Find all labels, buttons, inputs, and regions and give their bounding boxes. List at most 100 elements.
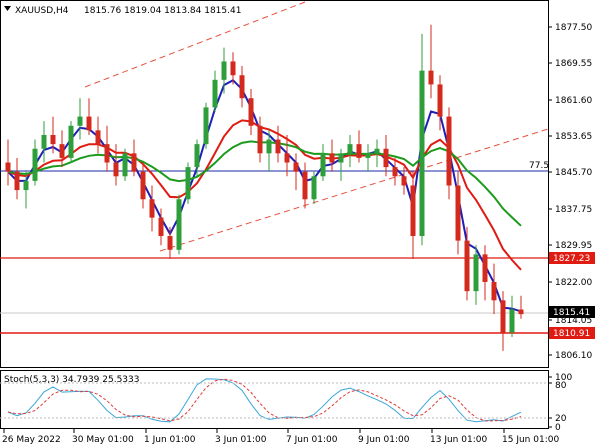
candle xyxy=(23,171,29,209)
stoch-tick: 100 xyxy=(555,373,572,383)
candle xyxy=(104,125,110,172)
price-tick: 1806.10 xyxy=(548,351,592,361)
price-tick: 1837.75 xyxy=(548,205,592,215)
ma-mid-line xyxy=(7,119,522,271)
candle xyxy=(491,263,497,315)
candle xyxy=(221,47,227,94)
stoch-tick: 20 xyxy=(555,414,567,424)
symbol-label: XAUUSD,H4 xyxy=(15,6,69,16)
svg-text:1806.10: 1806.10 xyxy=(555,351,592,361)
candle xyxy=(86,98,92,135)
stoch-tick: 80 xyxy=(555,381,567,391)
candle xyxy=(374,139,380,168)
ohlc-values: 1815.76 1819.04 1813.84 1815.41 xyxy=(84,6,241,16)
candle xyxy=(311,171,317,204)
time-label: 1 Jun 01:00 xyxy=(144,435,196,445)
candle xyxy=(140,162,146,209)
svg-text:1822.00: 1822.00 xyxy=(555,278,592,288)
candle xyxy=(230,52,236,85)
candle xyxy=(419,33,425,246)
stoch-title: Stoch(5,3,3) 34.7939 25.5333 xyxy=(4,375,139,385)
candle xyxy=(5,139,11,186)
svg-text:1827.23: 1827.23 xyxy=(553,254,590,264)
candle xyxy=(302,162,308,209)
main-chart-frame xyxy=(0,0,549,368)
candle xyxy=(473,245,479,305)
candle xyxy=(392,157,398,186)
time-label: 15 Jun 01:00 xyxy=(502,435,559,445)
support-price-label: 1810.91 xyxy=(549,327,595,339)
svg-text:1829.95: 1829.95 xyxy=(555,241,592,251)
candle xyxy=(257,116,263,163)
price-tick: 1845.70 xyxy=(548,168,592,178)
moving-averages xyxy=(7,78,522,313)
candle xyxy=(446,107,452,200)
candle xyxy=(293,153,299,191)
svg-text:1810.91: 1810.91 xyxy=(553,329,590,339)
candle xyxy=(113,144,119,186)
channel-lower-line[interactable] xyxy=(159,128,549,252)
candle xyxy=(284,134,290,177)
triangle-icon xyxy=(4,6,11,11)
candle xyxy=(248,89,254,135)
candle xyxy=(95,116,101,154)
candle xyxy=(482,245,488,301)
candle xyxy=(338,148,344,181)
price-tick: 1822.00 xyxy=(548,278,592,288)
ma-fast-line xyxy=(7,78,522,313)
candle xyxy=(500,291,506,351)
svg-text:1845.70: 1845.70 xyxy=(555,168,592,178)
candle xyxy=(68,121,74,163)
candle xyxy=(347,134,353,168)
candle xyxy=(122,148,128,181)
ma-slow-line xyxy=(7,140,522,227)
candle xyxy=(401,167,407,195)
candle xyxy=(518,295,524,319)
candle xyxy=(158,208,164,246)
current-price-label: 1815.41 xyxy=(549,306,595,318)
price-tick: 1869.55 xyxy=(548,59,592,69)
candle xyxy=(356,130,362,163)
time-label: 13 Jun 01:00 xyxy=(430,435,487,445)
candle xyxy=(32,139,38,186)
svg-text:1861.60: 1861.60 xyxy=(555,96,592,106)
stoch-signal-line xyxy=(7,378,522,422)
candle xyxy=(266,130,272,172)
time-label: 26 May 2022 xyxy=(2,435,61,445)
candle xyxy=(428,24,434,99)
resistance-price-label: 1827.23 xyxy=(549,252,595,264)
stoch-axis: 100 80 20 0 xyxy=(548,373,572,433)
time-label: 7 Jun 01:00 xyxy=(286,435,338,445)
candle xyxy=(509,295,515,338)
candle xyxy=(41,121,47,163)
svg-text:1877.50: 1877.50 xyxy=(555,23,592,33)
price-tick: 1853.65 xyxy=(548,132,592,142)
candle xyxy=(239,66,245,108)
price-tick: 1861.60 xyxy=(548,96,592,106)
line-label-77-5: 77.5 xyxy=(529,161,549,171)
time-label: 9 Jun 01:00 xyxy=(358,435,410,445)
time-label: 3 Jun 01:00 xyxy=(215,435,267,445)
candle xyxy=(167,226,173,259)
candle xyxy=(131,139,137,177)
svg-text:1869.55: 1869.55 xyxy=(555,59,592,69)
candle xyxy=(455,171,461,255)
candle xyxy=(464,226,470,301)
candle xyxy=(194,139,200,177)
svg-text:1814.05: 1814.05 xyxy=(555,316,592,326)
candle xyxy=(365,144,371,172)
candle xyxy=(14,157,20,200)
price-tick: 1814.05 xyxy=(548,316,592,326)
candle xyxy=(320,144,326,181)
stoch-tick: 0 xyxy=(555,423,561,433)
candle xyxy=(212,70,218,112)
time-axis[interactable]: 26 May 2022 30 May 01:00 1 Jun 01:00 3 J… xyxy=(2,429,559,445)
price-tick: 1829.95 xyxy=(548,241,592,251)
chart-header: XAUUSD,H4 1815.76 1819.04 1813.84 1815.4… xyxy=(4,6,241,16)
price-axis[interactable]: 1877.50 1869.55 1861.60 1853.65 1845.70 … xyxy=(548,23,592,361)
time-label: 30 May 01:00 xyxy=(72,435,134,445)
svg-text:1853.65: 1853.65 xyxy=(555,132,592,142)
candle xyxy=(176,194,182,255)
candle xyxy=(275,125,281,163)
